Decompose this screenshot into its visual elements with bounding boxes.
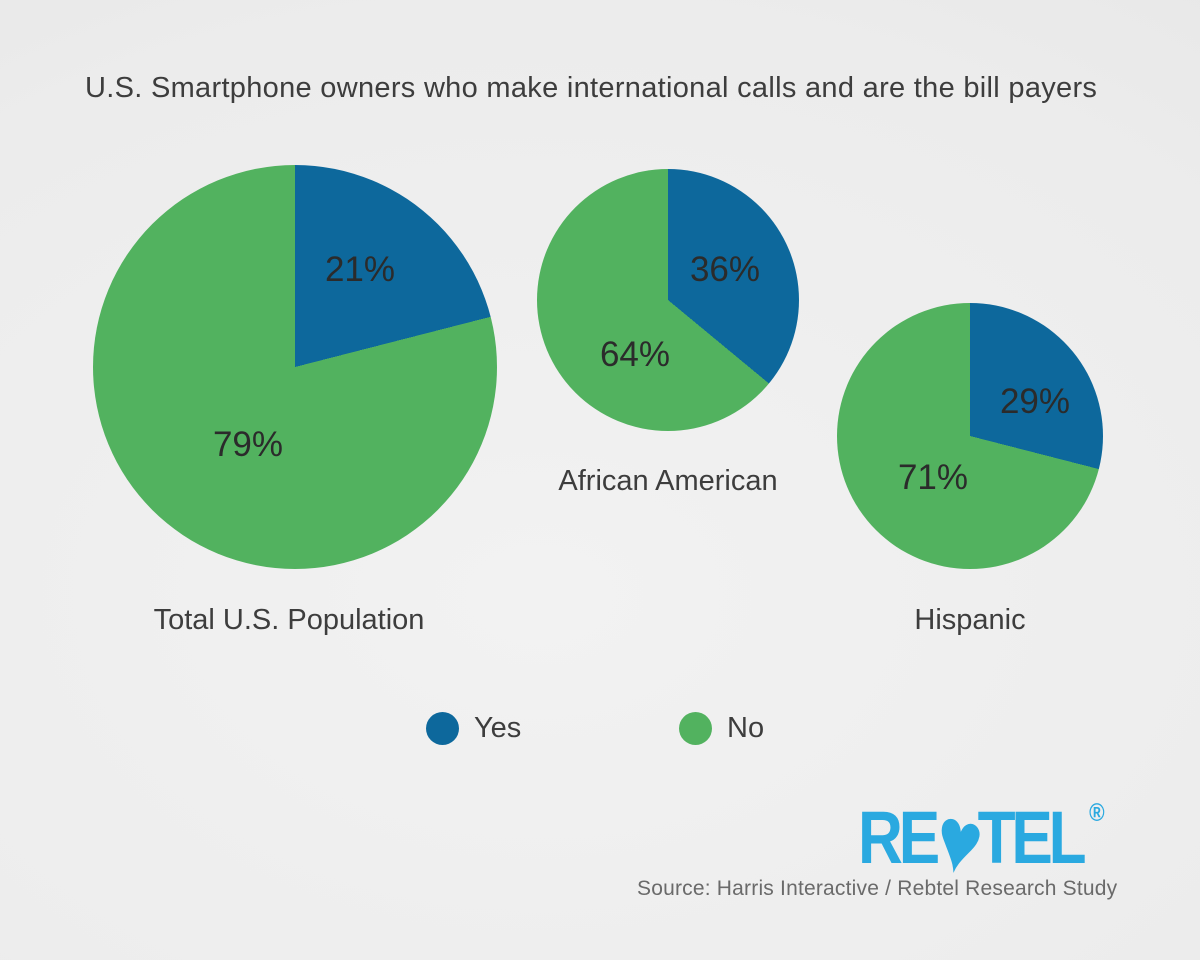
registered-trademark-icon: ®	[1089, 799, 1105, 827]
pie-hispanic: 29% 71%	[837, 303, 1103, 569]
rebtel-logo: RE ♥ TEL ®	[858, 786, 1105, 896]
legend-item-no: No	[679, 712, 764, 745]
pie-total-category-label: Total U.S. Population	[153, 604, 425, 636]
rebtel-logo-text-right: TEL	[977, 796, 1087, 879]
pie-african-american-yes-percent-label: 36%	[689, 250, 761, 289]
pie-african-american-no-percent-label: 64%	[599, 335, 671, 374]
chart-title: U.S. Smartphone owners who make internat…	[85, 72, 1098, 104]
pie-hispanic-yes-percent-label: 29%	[999, 382, 1071, 421]
pie-hispanic-no-percent-label: 71%	[897, 458, 969, 497]
pie-hispanic-category-label: Hispanic	[914, 604, 1026, 636]
legend-yes-label: Yes	[474, 712, 522, 744]
legend-no-swatch-icon	[679, 712, 712, 745]
pie-african-american: 36% 64%	[537, 169, 799, 431]
legend-item-yes: Yes	[426, 712, 521, 745]
pie-african-american-category-label: African American	[558, 465, 778, 497]
legend-yes-swatch-icon	[426, 712, 459, 745]
pie-total-yes-percent-label: 21%	[324, 250, 396, 289]
pie-total-no-percent-label: 79%	[212, 425, 284, 464]
legend-no-label: No	[727, 712, 765, 744]
pie-total-us-population: 21% 79%	[93, 165, 497, 569]
source-attribution: Source: Harris Interactive / Rebtel Rese…	[637, 877, 1118, 900]
rebtel-logo-text-left: RE	[858, 796, 940, 879]
